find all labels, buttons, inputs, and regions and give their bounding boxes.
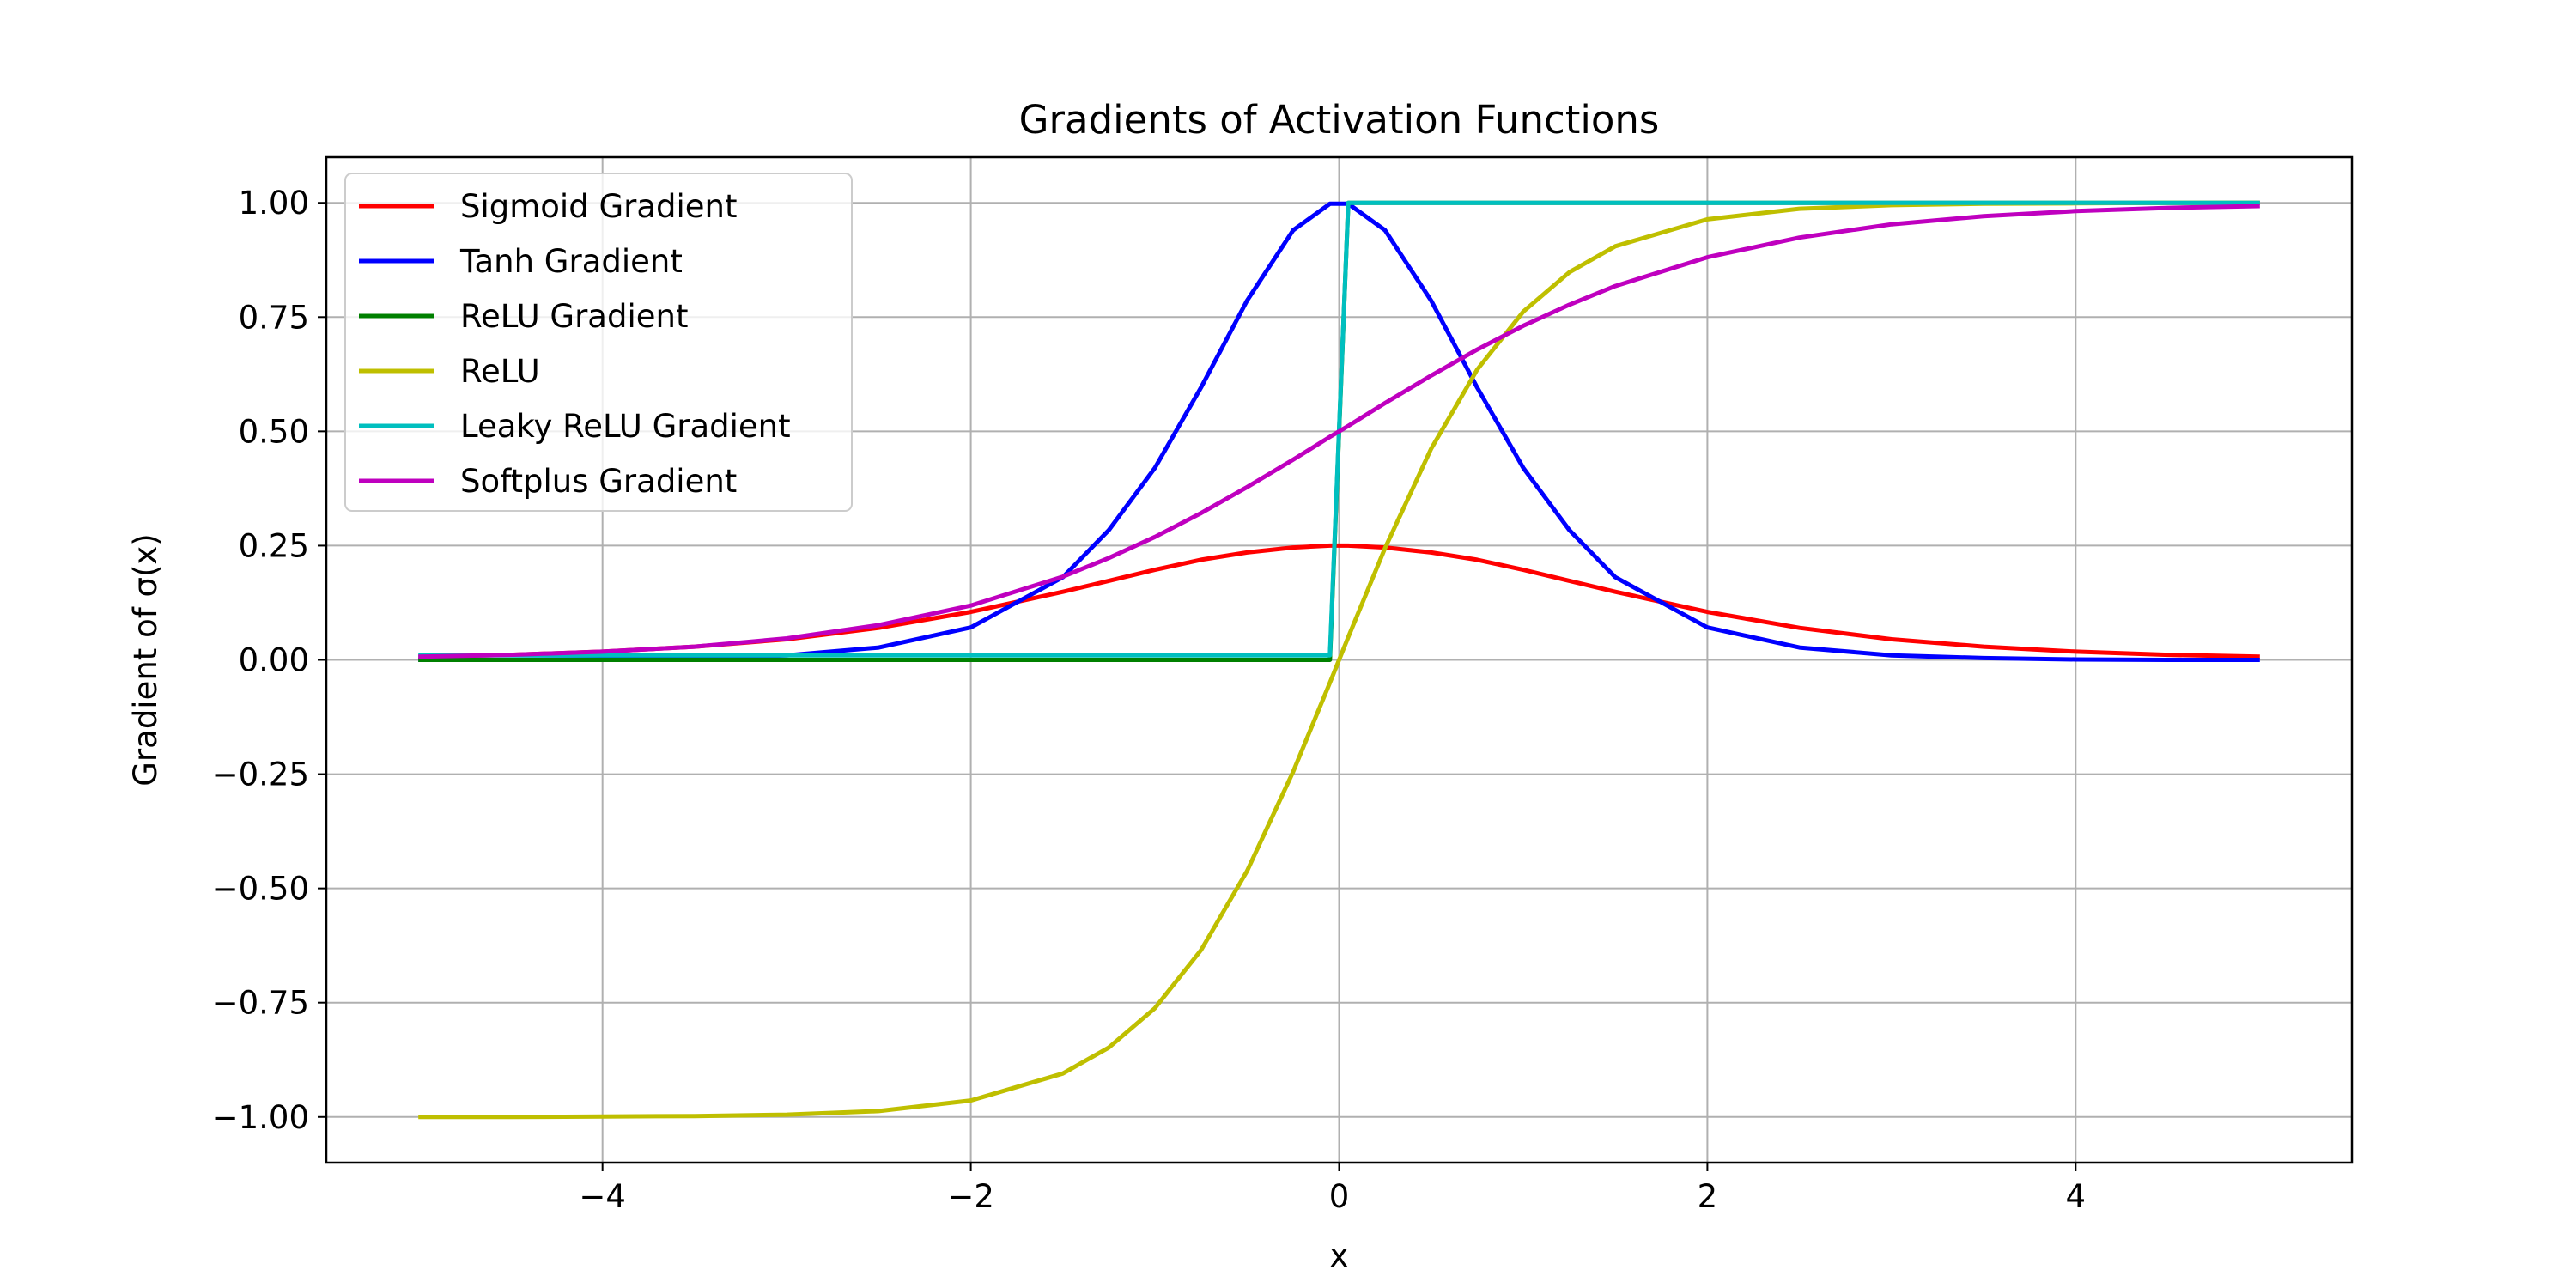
series-line-tanh-gradient	[418, 201, 2260, 662]
legend-label-sigmoid-gradient: Sigmoid Gradient	[460, 188, 738, 225]
legend: Sigmoid Gradient Tanh Gradient ReLU Gradie…	[344, 173, 853, 512]
y-tick-label: 0.50	[239, 413, 309, 450]
x-tick-label: −2	[947, 1178, 994, 1215]
ticks: −4 −2 0 2 4 −1.00 −0.75 −0.50 −0.25 0.00 0.25 0.50 0…	[212, 185, 2086, 1215]
x-tick-label: 0	[1329, 1178, 1350, 1215]
y-tick-label: 1.00	[239, 185, 309, 222]
x-tick-label: 4	[2066, 1178, 2087, 1215]
series-lines	[418, 200, 2260, 1120]
y-tick-label: −0.50	[212, 871, 309, 908]
y-tick-label: 0.75	[239, 299, 309, 336]
legend-label-relu-gradient: ReLU Gradient	[460, 298, 688, 335]
y-tick-label: 0.00	[239, 642, 309, 679]
legend-label-relu: ReLU	[460, 353, 540, 390]
legend-label-tanh-gradient: Tanh Gradient	[459, 243, 683, 280]
x-tick-label: −4	[579, 1178, 626, 1215]
series-line-relu	[418, 200, 2260, 1120]
legend-label-softplus-gradient: Softplus Gradient	[460, 463, 737, 500]
y-tick-label: −0.75	[212, 985, 309, 1022]
x-tick-label: 2	[1698, 1178, 1718, 1215]
y-axis-title: Gradient of σ(x)	[127, 533, 164, 786]
series-line-softplus-gradient	[418, 204, 2260, 659]
y-tick-label: −1.00	[212, 1099, 309, 1136]
legend-box	[344, 173, 853, 512]
y-tick-label: 0.25	[239, 527, 309, 564]
chart-title: Gradients of Activation Functions	[1019, 97, 1660, 143]
x-axis-title: x	[1330, 1237, 1349, 1274]
legend-label-leaky-relu-gradient: Leaky ReLU Gradient	[460, 408, 791, 445]
y-tick-label: −0.25	[212, 756, 309, 793]
